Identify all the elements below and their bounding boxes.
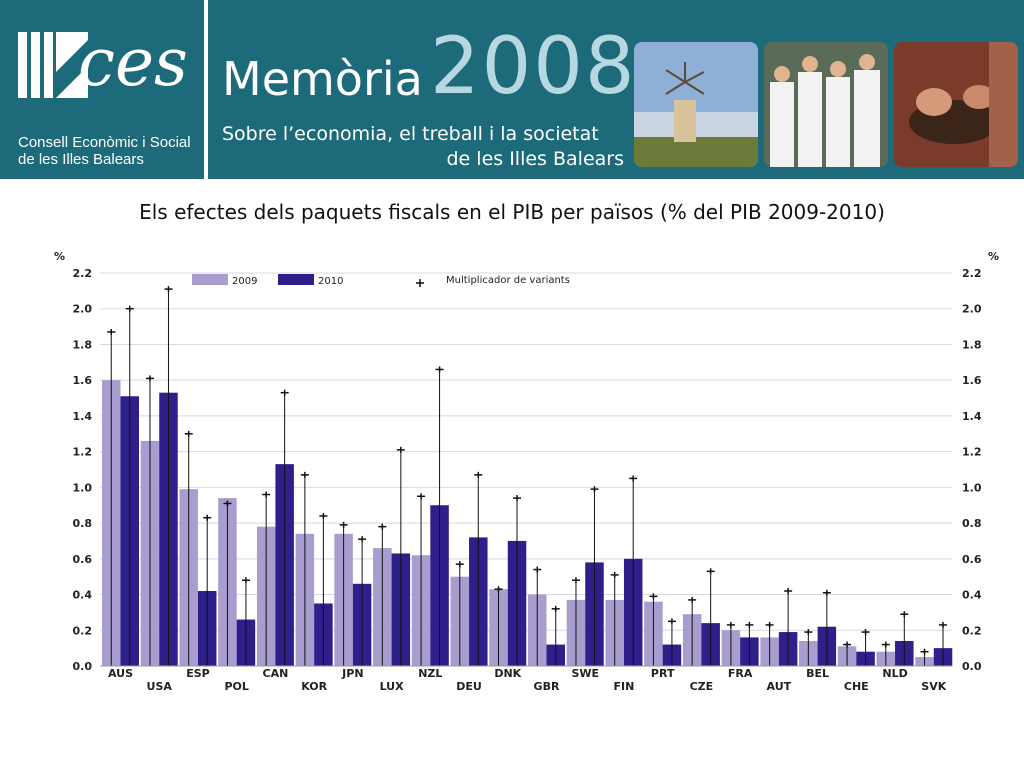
category-label-CHE: CHE [844,680,869,693]
header-divider [204,0,208,179]
category-label-JPN: JPN [341,667,363,680]
report-year: 2008 [430,22,637,112]
y-tick-label-right: 0.4 [962,589,982,602]
category-label-FRA: FRA [728,667,753,680]
category-label-FIN: FIN [614,680,635,693]
category-label-KOR: KOR [301,680,327,693]
y-tick-label-right: 0.6 [962,553,982,566]
category-label-LUX: LUX [380,680,405,693]
y-axis-unit-left: % [54,250,65,263]
category-label-DNK: DNK [494,667,521,680]
category-label-PRT: PRT [651,667,675,680]
report-title: Memòria [222,52,423,106]
y-tick-label-left: 1.6 [73,374,93,387]
y-tick-label-left: 0.2 [73,624,93,637]
y-tick-label-left: 0.8 [73,517,93,530]
windmill-photo [634,42,758,167]
y-tick-label-right: 0.0 [962,660,982,673]
category-label-AUS: AUS [108,667,133,680]
logo-wordmark: ces [78,24,188,101]
y-axis-unit-right: % [988,250,999,263]
category-label-ESP: ESP [186,667,210,680]
category-label-CAN: CAN [263,667,289,680]
category-label-DEU: DEU [456,680,482,693]
y-tick-label-right: 1.8 [962,338,982,351]
category-label-AUT: AUT [767,680,792,693]
category-label-USA: USA [147,680,173,693]
category-label-CZE: CZE [690,680,714,693]
y-tick-label-left: 0.0 [73,660,93,673]
legend-label-2009: 2009 [232,276,257,287]
y-tick-label-left: 1.2 [73,446,93,459]
category-label-POL: POL [224,680,248,693]
y-tick-label-left: 1.0 [73,481,93,494]
y-tick-label-right: 0.2 [962,624,982,637]
legend-swatch-2009 [192,274,228,285]
category-label-NLD: NLD [882,667,907,680]
logo-panel: ces Consell Econòmic i Social de les Ill… [0,0,204,179]
organization-name: Consell Econòmic i Social de les Illes B… [18,134,191,168]
category-label-GBR: GBR [534,680,560,693]
y-tick-label-right: 2.0 [962,303,982,316]
y-tick-label-right: 1.2 [962,446,982,459]
y-tick-label-left: 0.6 [73,553,93,566]
report-subtitle: Sobre l’economia, el treball i la societ… [222,123,624,170]
y-tick-label-left: 0.4 [73,589,93,602]
category-label-SWE: SWE [571,667,599,680]
category-label-SVK: SVK [921,680,946,693]
y-tick-label-left: 2.0 [73,303,93,316]
y-tick-label-right: 1.0 [962,481,982,494]
legend-swatch-2010 [278,274,314,285]
legend-label-2010: 2010 [318,276,343,287]
legend-label-multiplier: Multiplicador de variants [446,275,570,286]
y-tick-label-left: 1.4 [73,410,93,423]
craftsman-photo [894,42,1018,167]
y-tick-label-right: 1.6 [962,374,982,387]
workers-photo [764,42,888,167]
header-banner: ces Consell Econòmic i Social de les Ill… [0,0,1024,179]
y-tick-label-left: 2.2 [73,267,93,280]
y-tick-label-right: 1.4 [962,410,982,423]
y-tick-label-left: 1.8 [73,338,93,351]
category-label-BEL: BEL [806,667,829,680]
y-tick-label-right: 0.8 [962,517,982,530]
bar-chart: 0.0 0.0 0.2 0.2 0.4 0.4 0.6 0.6 0.8 0.8 1.0 1.0 1.2 1… [54,250,999,693]
ces-logo-icon [18,32,88,98]
chart-title: Els efectes dels paquets fiscals en el P… [139,200,885,224]
category-label-NZL: NZL [418,667,442,680]
y-tick-label-right: 2.2 [962,267,982,280]
